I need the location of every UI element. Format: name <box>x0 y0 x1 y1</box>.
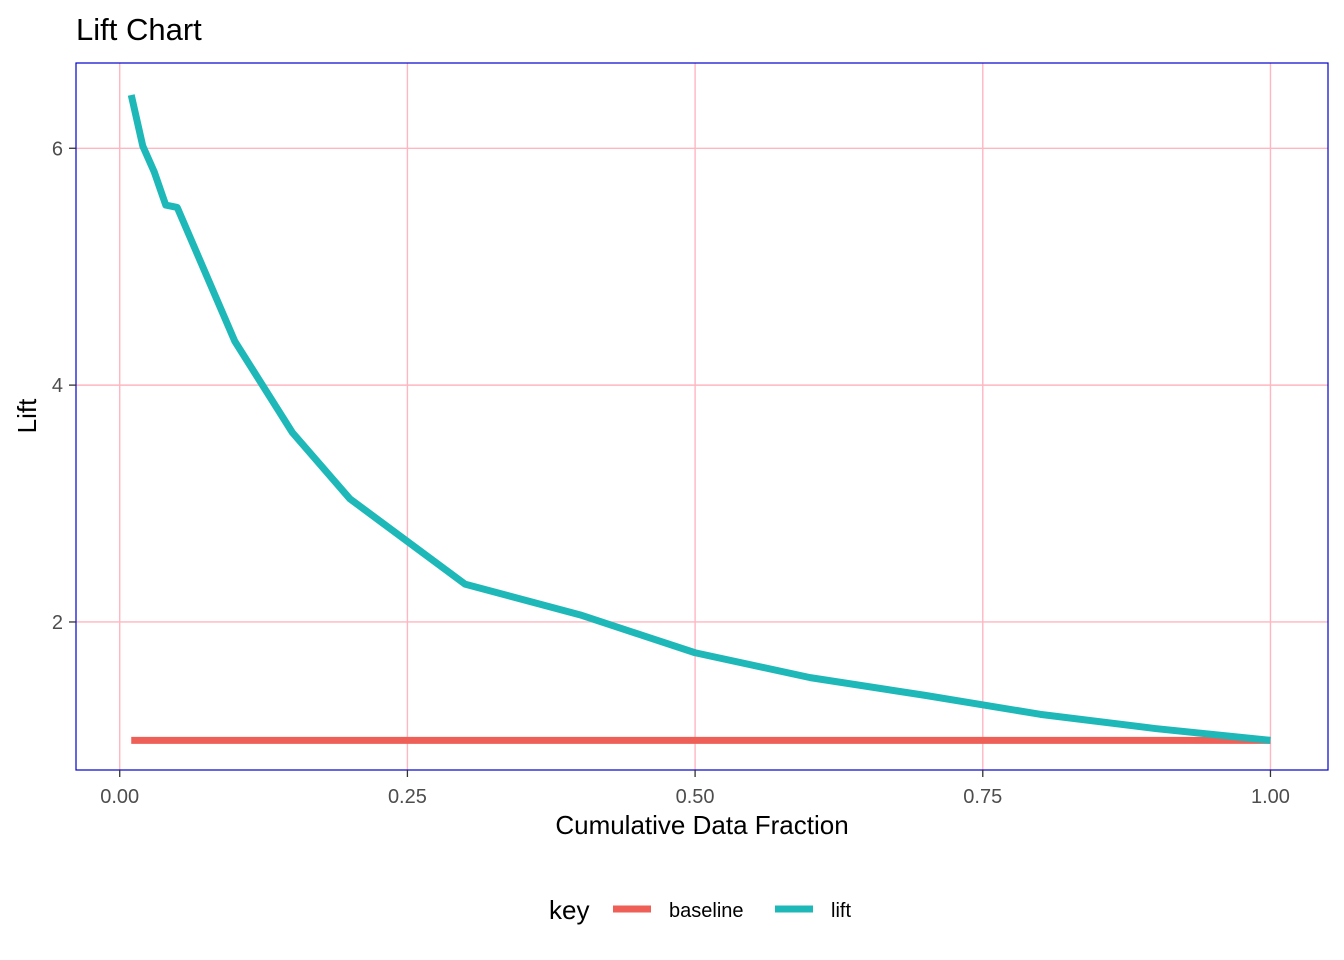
chart-title: Lift Chart <box>76 12 202 47</box>
grid-lines <box>76 63 1328 770</box>
x-tick-label: 0.25 <box>388 786 427 808</box>
y-axis-title: Lift <box>12 398 42 433</box>
x-axis-title: Cumulative Data Fraction <box>555 810 848 840</box>
y-tick-label: 6 <box>52 138 63 160</box>
panel-border <box>75 62 1329 771</box>
legend-label-lift: lift <box>831 900 851 922</box>
legend-label-baseline: baseline <box>669 900 744 922</box>
x-axis: 0.00 0.25 0.50 0.75 1.00 <box>100 770 1290 808</box>
x-tick-label: 0.50 <box>676 786 715 808</box>
x-tick-label: 1.00 <box>1251 786 1290 808</box>
y-tick-label: 2 <box>52 612 63 634</box>
series-line-lift <box>127 94 1271 744</box>
x-tick-label: 0.00 <box>100 786 139 808</box>
legend-title: key <box>549 895 589 925</box>
x-tick-label: 0.75 <box>963 786 1002 808</box>
series-lines <box>127 94 1271 744</box>
y-axis: 2 4 6 <box>52 138 76 634</box>
legend: key baseline lift <box>549 895 851 925</box>
y-tick-label: 4 <box>52 375 63 397</box>
